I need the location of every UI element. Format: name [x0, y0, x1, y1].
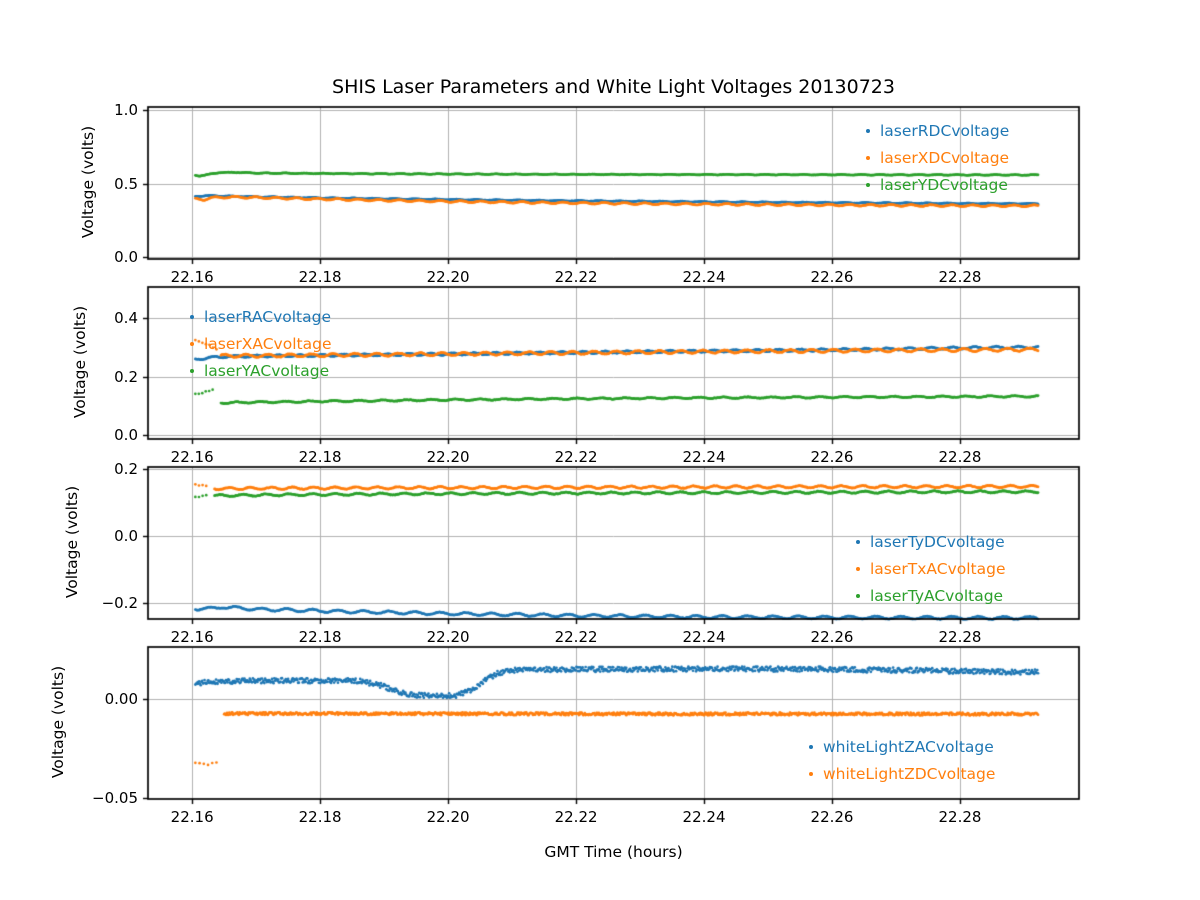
x-tick-label: 22.28 [938, 628, 982, 646]
y-tick-label: −0.2 [101, 593, 138, 612]
x-tick-label: 22.20 [426, 448, 470, 466]
legend-item: laserRDCvoltage [858, 117, 1009, 144]
x-tick-label: 22.22 [554, 628, 598, 646]
legend-label: laserTyACvoltage [870, 586, 1004, 605]
x-tick-label: 22.18 [298, 448, 342, 466]
legend-label: laserXDCvoltage [880, 148, 1010, 167]
series-marker-icon [866, 182, 870, 187]
x-tick-label: 22.20 [426, 628, 470, 646]
legend-subplot3: laserTyDCvoltage laserTxACvoltage laserT… [848, 528, 1006, 609]
legend-item: laserRACvoltage [182, 303, 331, 330]
x-tick-label: 22.18 [298, 268, 342, 286]
legend-item: laserXDCvoltage [858, 144, 1009, 171]
y-tick-label: 0.4 [114, 308, 138, 327]
series-marker-icon [190, 368, 194, 373]
legend-item: laserTxACvoltage [848, 555, 1006, 582]
series-marker-icon [856, 566, 860, 571]
y-tick-label: 0.2 [114, 460, 138, 478]
series-marker-icon [866, 155, 870, 160]
series-marker-icon [190, 341, 194, 346]
x-tick-label: 22.20 [426, 268, 470, 286]
y-axis-label-subplot4: Voltage (volts) [49, 665, 67, 779]
y-tick-label: 0.0 [114, 426, 138, 445]
series-marker-icon [809, 771, 813, 776]
x-tick-label: 22.22 [554, 268, 598, 286]
legend-item: laserYDCvoltage [858, 171, 1009, 198]
x-tick-label: 22.26 [810, 268, 854, 286]
series-marker-icon [190, 314, 194, 319]
legend-item: whiteLightZDCvoltage [801, 760, 995, 787]
x-tick-label: 22.24 [682, 448, 726, 466]
x-tick-label: 22.18 [298, 808, 342, 826]
y-tick-label: 0.5 [114, 174, 138, 193]
legend-label: whiteLightZDCvoltage [823, 764, 996, 783]
x-tick-label: 22.16 [170, 268, 214, 286]
legend-label: laserRACvoltage [204, 307, 331, 326]
x-tick-label: 22.28 [938, 808, 982, 826]
series-marker-icon [856, 593, 860, 598]
legend-item: laserTyDCvoltage [848, 528, 1006, 555]
legend-label: laserRDCvoltage [880, 121, 1010, 140]
legend-item: whiteLightZACvoltage [801, 733, 995, 760]
series-marker-icon [809, 744, 813, 749]
legend-item: laserTyACvoltage [848, 582, 1006, 609]
legend-label: laserYACvoltage [204, 361, 330, 380]
y-tick-label: 0.2 [114, 367, 138, 386]
x-tick-label: 22.18 [298, 628, 342, 646]
x-tick-label: 22.22 [554, 808, 598, 826]
x-tick-label: 22.22 [554, 448, 598, 466]
legend-subplot4: whiteLightZACvoltage whiteLightZDCvoltag… [801, 733, 995, 787]
x-tick-label: 22.16 [170, 628, 214, 646]
legend-label: laserYDCvoltage [880, 175, 1008, 194]
series-marker-icon [866, 128, 870, 133]
legend-subplot2: laserRACvoltage laserXACvoltage laserYAC… [182, 303, 331, 384]
legend-label: laserTxACvoltage [870, 559, 1006, 578]
y-tick-label: 0.0 [114, 526, 138, 545]
x-tick-label: 22.26 [810, 808, 854, 826]
x-tick-label: 22.16 [170, 448, 214, 466]
y-tick-label: 1.0 [114, 101, 138, 120]
x-tick-label: 22.24 [682, 808, 726, 826]
x-tick-label: 22.28 [938, 448, 982, 466]
x-tick-label: 22.16 [170, 808, 214, 826]
x-tick-label: 22.24 [682, 628, 726, 646]
legend-subplot1: laserRDCvoltage laserXDCvoltage laserYDC… [858, 117, 1009, 198]
x-tick-label: 22.26 [810, 628, 854, 646]
x-axis-label: GMT Time (hours) [544, 843, 683, 861]
legend-label: whiteLightZACvoltage [823, 737, 994, 756]
y-tick-label: 0.0 [114, 247, 138, 266]
x-tick-label: 22.20 [426, 808, 470, 826]
legend-label: laserTyDCvoltage [870, 532, 1005, 551]
legend-item: laserYACvoltage [182, 357, 331, 384]
chart-title: SHIS Laser Parameters and White Light Vo… [332, 76, 895, 98]
x-tick-label: 22.26 [810, 448, 854, 466]
legend-label: laserXACvoltage [204, 334, 332, 353]
legend-item: laserXACvoltage [182, 330, 331, 357]
series-marker-icon [856, 539, 860, 544]
y-tick-label: −0.05 [92, 789, 138, 807]
y-tick-label: 0.00 [104, 689, 138, 708]
x-tick-label: 22.28 [938, 268, 982, 286]
x-tick-label: 22.24 [682, 268, 726, 286]
